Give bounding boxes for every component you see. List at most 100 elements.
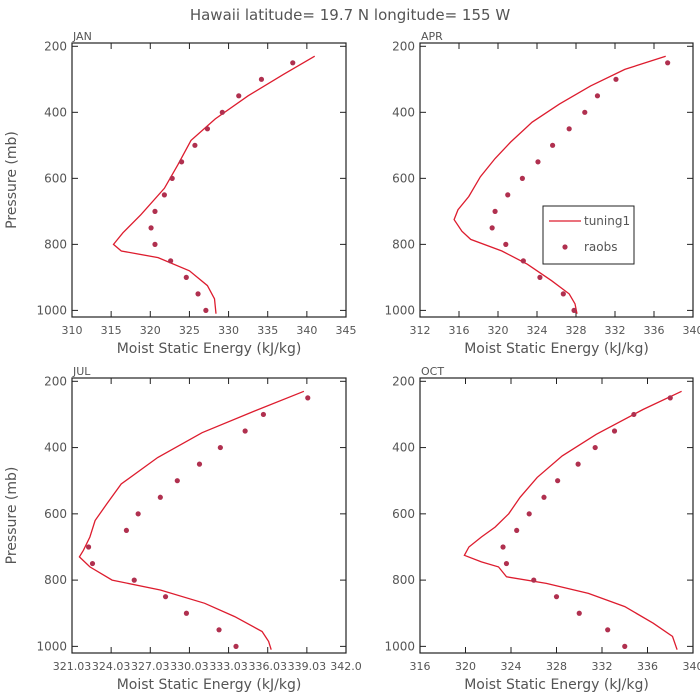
raobs-point <box>611 428 618 434</box>
raobs-point <box>541 494 547 500</box>
x-tick-label: 324 <box>527 324 548 337</box>
raobs-point <box>489 225 495 231</box>
raobs-point <box>174 478 180 484</box>
raobs-point <box>260 411 267 418</box>
series-line-tuning1 <box>78 390 305 650</box>
y-tick-label: 200 <box>392 39 415 53</box>
panel-label: JAN <box>72 30 92 43</box>
raobs-point <box>242 428 248 434</box>
x-tick-label: 328 <box>566 324 587 337</box>
raobs-point <box>665 60 671 66</box>
y-tick-label: 400 <box>392 105 415 119</box>
raobs-point <box>131 577 137 583</box>
plot-frame <box>419 42 694 318</box>
raobs-point <box>195 291 201 297</box>
x-axis-title: Moist Static Energy (kJ/kg) <box>117 677 302 693</box>
y-tick-label: 600 <box>44 507 67 521</box>
raobs-point <box>290 60 296 66</box>
y-tick-label: 1000 <box>384 639 415 653</box>
x-tick-label: 310 <box>62 324 83 337</box>
x-tick-label: 332 <box>605 324 626 337</box>
raobs-point <box>514 527 520 534</box>
y-tick-label: 200 <box>44 374 67 388</box>
raobs-point <box>500 544 506 550</box>
x-tick-label: 328 <box>546 660 567 673</box>
raobs-point <box>555 478 561 484</box>
raobs-point <box>157 494 163 500</box>
panel-label: JUL <box>72 365 91 378</box>
panel-apr: APR 312 316 320 324 328 332 336 340 200 400 600 800 1… <box>384 30 700 357</box>
raobs-point <box>179 159 185 165</box>
raobs-point <box>204 126 211 132</box>
x-axis-title: Moist Static Energy (kJ/kg) <box>464 677 649 693</box>
legend-label-tuning1: tuning1 <box>584 214 630 228</box>
x-tick-label: 335 <box>257 324 278 337</box>
x-tick-label: 316 <box>410 660 431 673</box>
x-tick-label: 336 <box>644 324 665 337</box>
y-tick-label: 200 <box>392 374 415 388</box>
y-tick-label: 400 <box>392 441 415 455</box>
x-tick-label: 340 <box>683 660 700 673</box>
raobs-point <box>535 159 541 165</box>
raobs-point <box>162 594 169 600</box>
raobs-point <box>183 274 189 280</box>
x-tick-label: 332 <box>592 660 613 673</box>
x-tick-label: 339.03 <box>288 660 327 673</box>
raobs-point <box>196 461 203 467</box>
x-tick-label: 330.03 <box>170 660 209 673</box>
x-tick-label: 312 <box>410 324 431 337</box>
raobs-point <box>537 274 543 280</box>
raobs-point <box>613 76 619 82</box>
x-tick-label: 321.03 <box>53 660 92 673</box>
series-line-tuning1 <box>112 55 316 314</box>
raobs-point <box>135 511 141 517</box>
x-tick-label: 325 <box>179 324 200 337</box>
x-tick-label: 333.03 <box>209 660 248 673</box>
x-tick-label: 327.03 <box>131 660 170 673</box>
raobs-point <box>168 258 174 264</box>
x-tick-label: 340 <box>683 324 700 337</box>
raobs-point <box>217 444 223 451</box>
y-axis-title: Pressure (mb) <box>4 131 20 229</box>
y-tick-label: 800 <box>392 237 415 251</box>
raobs-point <box>152 241 158 247</box>
y-tick-label: 600 <box>44 171 67 185</box>
raobs-point <box>550 142 556 148</box>
legend-marker-swatch <box>562 244 568 250</box>
y-axis-title: Pressure (mb) <box>4 467 20 565</box>
raobs-point <box>236 93 242 99</box>
raobs-point <box>531 577 537 583</box>
raobs-point <box>219 109 225 115</box>
x-tick-label: 340 <box>296 324 317 337</box>
y-tick-label: 600 <box>392 171 415 185</box>
x-tick-label: 324.03 <box>92 660 131 673</box>
raobs-point <box>258 76 265 82</box>
raobs-point <box>169 175 175 181</box>
raobs-point <box>505 192 511 198</box>
x-axis-title: Moist Static Energy (kJ/kg) <box>464 341 649 357</box>
legend-label-raobs: raobs <box>584 240 618 254</box>
x-axis-title: Moist Static Energy (kJ/kg) <box>117 341 302 357</box>
panel-oct: OCT 316 320 324 328 332 336 340 200 400 600 800 1000… <box>384 365 700 693</box>
x-tick-label: 315 <box>101 324 122 337</box>
y-tick-label: 200 <box>44 39 67 53</box>
raobs-point <box>582 109 588 115</box>
raobs-point <box>592 444 598 451</box>
raobs-point <box>305 395 311 401</box>
panel-jan: JAN 310 315 320 325 330 335 340 345 200 400 600 800 1… <box>4 30 357 357</box>
y-tick-label: 600 <box>392 507 415 521</box>
y-tick-label: 800 <box>392 573 415 587</box>
x-tick-label: 345 <box>336 324 357 337</box>
panel-label: APR <box>421 30 443 43</box>
x-tick-label: 316 <box>449 324 470 337</box>
y-tick-label: 1000 <box>36 639 67 653</box>
y-tick-label: 800 <box>44 237 67 251</box>
raobs-point <box>216 627 222 633</box>
x-tick-label: 336 <box>637 660 658 673</box>
legend: tuning1 raobs <box>542 205 635 265</box>
panel-label: OCT <box>421 365 444 378</box>
raobs-point <box>553 594 560 600</box>
legend-box <box>542 205 635 265</box>
raobs-point <box>667 395 673 401</box>
